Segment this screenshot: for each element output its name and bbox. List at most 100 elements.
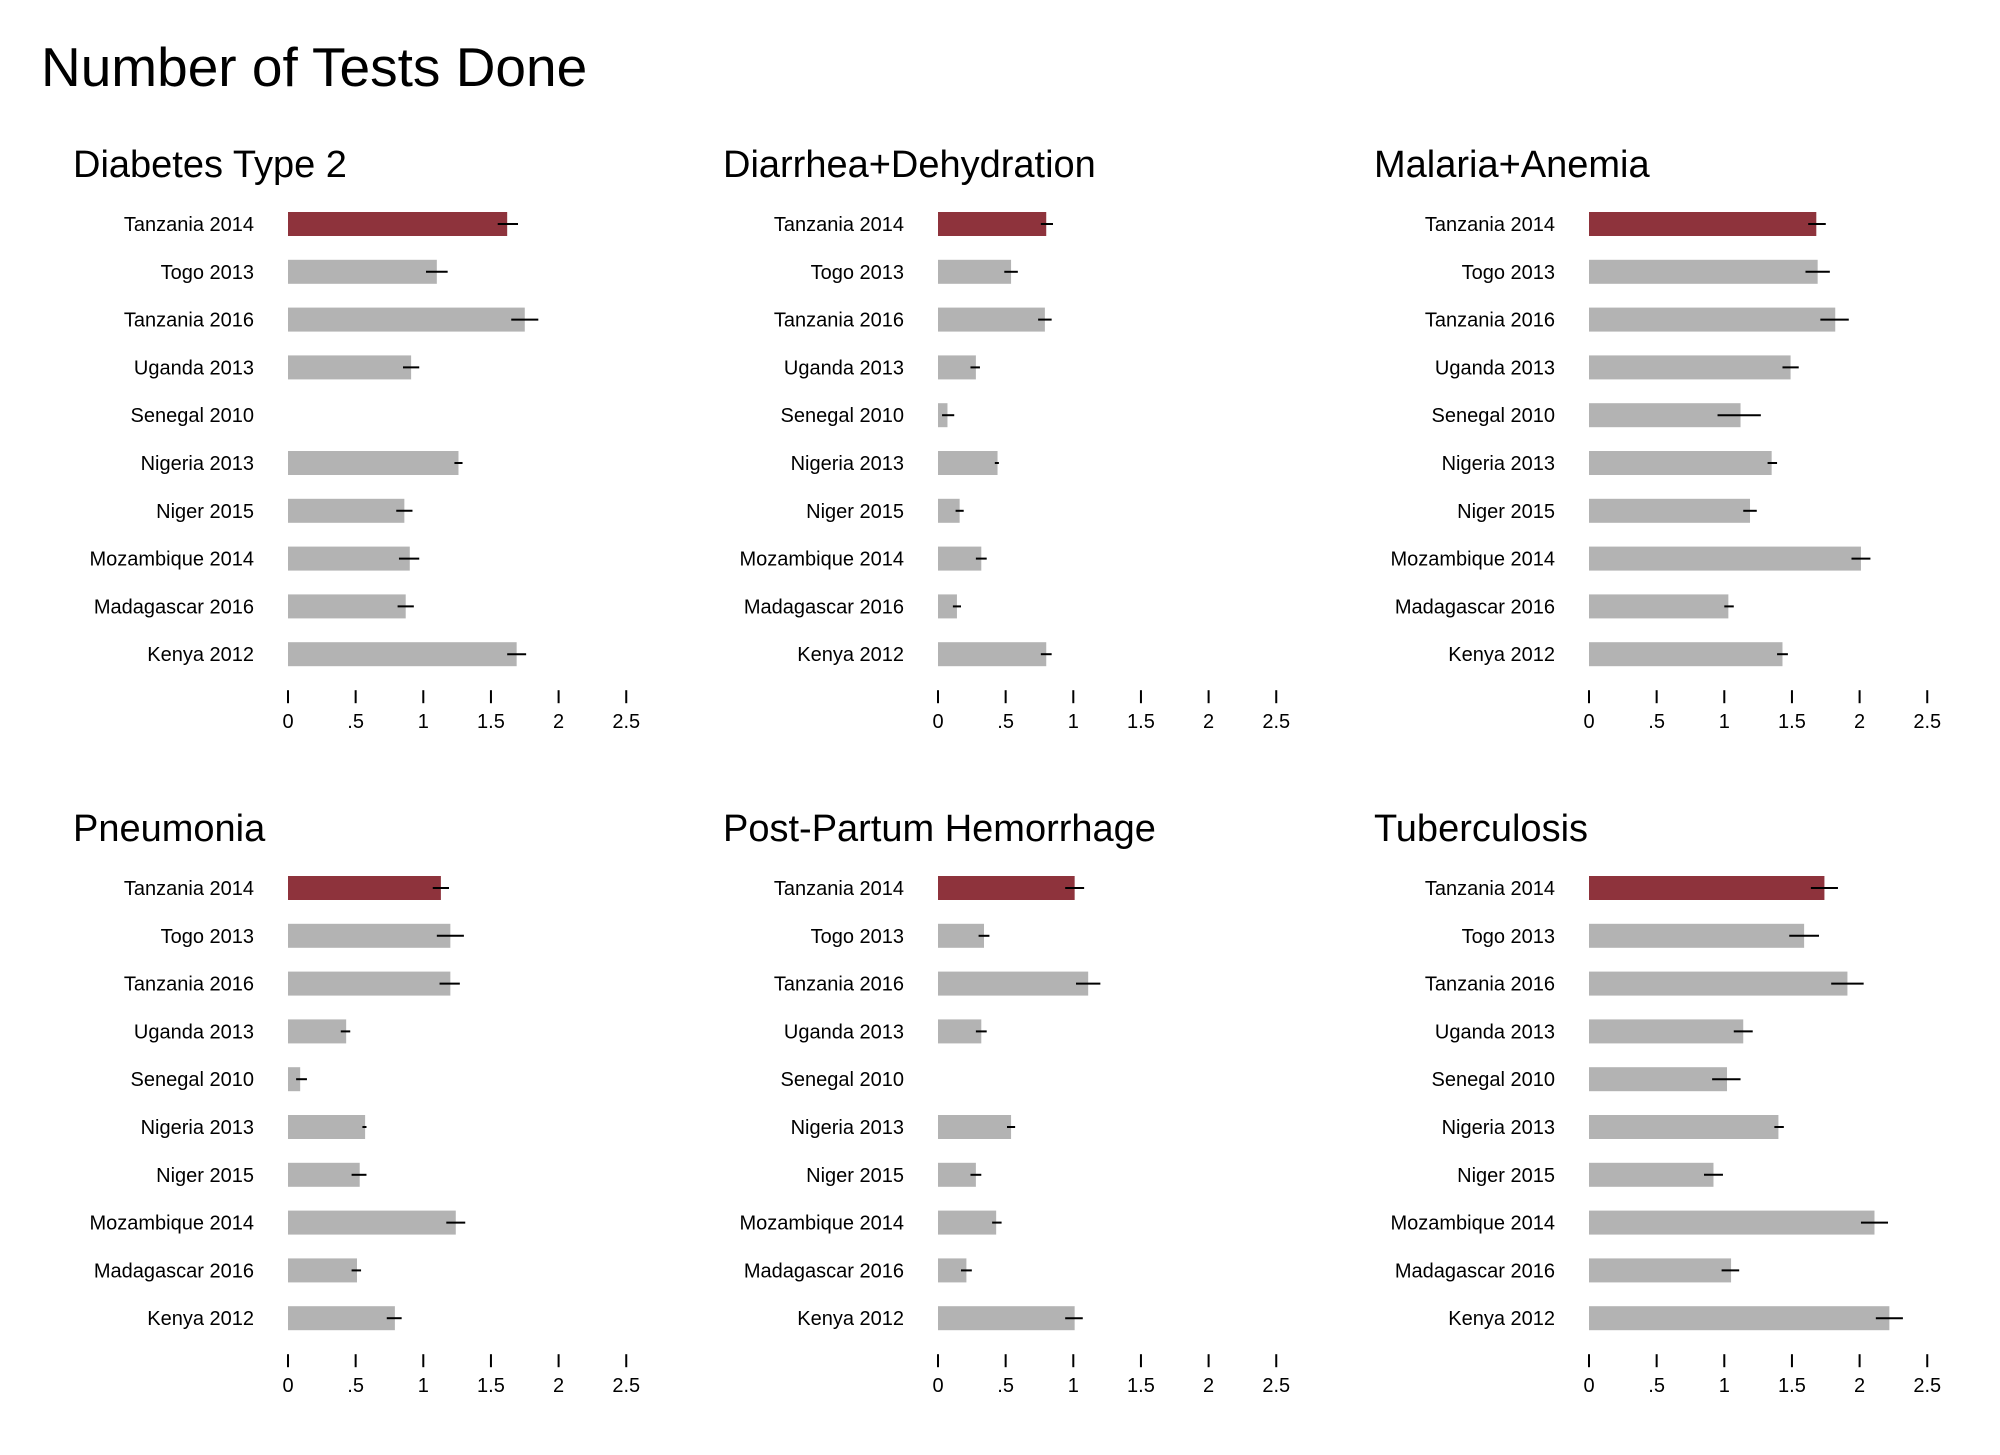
bar bbox=[288, 1258, 358, 1283]
category-label: Mozambique 2014 bbox=[1390, 1213, 1555, 1235]
x-tick-label: 0 bbox=[1583, 711, 1594, 733]
panel-title: Post-Partum Hemorrhage bbox=[723, 808, 1156, 850]
category-label: Nigeria 2013 bbox=[1442, 453, 1555, 475]
category-label: Kenya 2012 bbox=[797, 644, 904, 666]
panel-title: Diabetes Type 2 bbox=[73, 144, 347, 186]
x-tick-label: 0 bbox=[932, 711, 943, 733]
category-label: Tanzania 2016 bbox=[124, 310, 254, 332]
category-label: Uganda 2013 bbox=[134, 357, 254, 379]
bar bbox=[288, 546, 410, 571]
category-label: Tanzania 2016 bbox=[774, 974, 904, 996]
category-label: Senegal 2010 bbox=[1432, 1069, 1555, 1091]
category-label: Nigeria 2013 bbox=[141, 453, 254, 475]
category-label: Madagascar 2016 bbox=[744, 596, 904, 618]
category-label: Tanzania 2014 bbox=[1425, 214, 1555, 236]
category-label: Nigeria 2013 bbox=[791, 453, 904, 475]
bar bbox=[938, 1162, 976, 1187]
bar bbox=[1589, 355, 1791, 380]
x-tick-label: 1.5 bbox=[1778, 711, 1806, 733]
bar bbox=[288, 642, 517, 667]
bar bbox=[288, 923, 451, 948]
bar bbox=[938, 451, 998, 475]
bar bbox=[288, 1306, 395, 1331]
x-tick-label: 2.5 bbox=[612, 711, 640, 733]
category-label: Togo 2013 bbox=[161, 262, 254, 284]
panel-title: Malaria+Anemia bbox=[1374, 144, 1650, 186]
bar bbox=[288, 212, 508, 236]
bar bbox=[1589, 403, 1741, 428]
bar bbox=[1589, 1019, 1744, 1044]
bar bbox=[1589, 971, 1848, 996]
bar bbox=[1589, 1210, 1875, 1235]
category-label: Tanzania 2014 bbox=[774, 214, 904, 236]
x-tick-label: 0 bbox=[282, 1375, 293, 1397]
x-tick-label: .5 bbox=[997, 711, 1014, 733]
bar bbox=[938, 1210, 997, 1235]
category-label: Tanzania 2014 bbox=[1425, 878, 1555, 900]
category-label: Uganda 2013 bbox=[784, 1021, 904, 1043]
x-tick-label: 2.5 bbox=[1913, 711, 1941, 733]
category-label: Tanzania 2014 bbox=[124, 214, 254, 236]
category-label: Madagascar 2016 bbox=[1395, 596, 1555, 618]
category-label: Togo 2013 bbox=[1462, 926, 1555, 948]
x-tick-label: .5 bbox=[997, 1375, 1014, 1397]
bar bbox=[288, 594, 406, 619]
bar bbox=[1589, 1115, 1779, 1139]
bar bbox=[1589, 594, 1729, 619]
category-label: Togo 2013 bbox=[1462, 262, 1555, 284]
bar bbox=[1589, 259, 1818, 284]
x-tick-label: 0 bbox=[1583, 1375, 1594, 1397]
x-tick-label: 2 bbox=[553, 711, 564, 733]
bar bbox=[1589, 498, 1751, 523]
x-tick-label: 0 bbox=[282, 711, 293, 733]
bar bbox=[1589, 212, 1817, 236]
bar bbox=[938, 546, 982, 571]
category-label: Tanzania 2014 bbox=[774, 878, 904, 900]
bar bbox=[288, 307, 525, 332]
bar bbox=[288, 876, 441, 900]
category-label: Tanzania 2016 bbox=[124, 974, 254, 996]
bar bbox=[288, 451, 459, 475]
category-label: Tanzania 2016 bbox=[1425, 974, 1555, 996]
bar bbox=[938, 923, 985, 948]
category-label: Madagascar 2016 bbox=[744, 1260, 904, 1282]
bar bbox=[938, 1306, 1075, 1331]
x-tick-label: 1 bbox=[1719, 1375, 1730, 1397]
x-tick-label: 2 bbox=[1854, 711, 1865, 733]
bar bbox=[1589, 451, 1772, 475]
category-label: Madagascar 2016 bbox=[1395, 1260, 1555, 1282]
bar bbox=[938, 642, 1047, 667]
category-label: Niger 2015 bbox=[806, 501, 904, 523]
x-tick-label: .5 bbox=[347, 711, 364, 733]
x-tick-label: 1.5 bbox=[1127, 711, 1155, 733]
x-tick-label: 2 bbox=[1203, 711, 1214, 733]
category-label: Togo 2013 bbox=[811, 262, 904, 284]
x-tick-label: 2 bbox=[1203, 1375, 1214, 1397]
category-label: Madagascar 2016 bbox=[94, 596, 254, 618]
x-tick-label: 0 bbox=[932, 1375, 943, 1397]
category-label: Kenya 2012 bbox=[1448, 1308, 1555, 1330]
category-label: Nigeria 2013 bbox=[1442, 1117, 1555, 1139]
x-tick-label: 2 bbox=[553, 1375, 564, 1397]
x-tick-label: 2.5 bbox=[612, 1375, 640, 1397]
x-tick-label: 2.5 bbox=[1913, 1375, 1941, 1397]
bar bbox=[1589, 642, 1783, 667]
bar bbox=[938, 594, 957, 619]
x-tick-label: 1 bbox=[1719, 711, 1730, 733]
category-label: Tanzania 2016 bbox=[774, 310, 904, 332]
bar bbox=[1589, 1306, 1890, 1331]
bar bbox=[288, 1019, 347, 1044]
category-label: Niger 2015 bbox=[1457, 501, 1555, 523]
category-label: Kenya 2012 bbox=[1448, 644, 1555, 666]
x-tick-label: 1 bbox=[1068, 1375, 1079, 1397]
category-label: Niger 2015 bbox=[156, 501, 254, 523]
category-label: Mozambique 2014 bbox=[89, 549, 254, 571]
category-label: Niger 2015 bbox=[806, 1165, 904, 1187]
bar bbox=[1589, 876, 1825, 900]
bar bbox=[1589, 1067, 1728, 1092]
bar bbox=[938, 259, 1012, 284]
category-label: Togo 2013 bbox=[161, 926, 254, 948]
category-label: Uganda 2013 bbox=[784, 357, 904, 379]
category-label: Senegal 2010 bbox=[131, 1069, 254, 1091]
